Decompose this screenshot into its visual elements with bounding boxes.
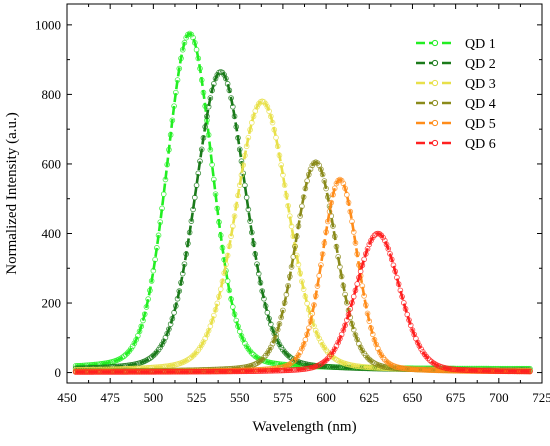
series-2-point (285, 352, 291, 359)
legend-label: QD 5 (465, 117, 496, 132)
series-1-point (250, 351, 257, 358)
x-tick-label: 625 (360, 390, 380, 405)
x-axis-title: Wavelength (nm) (252, 419, 356, 435)
legend-swatch-marker (431, 119, 439, 127)
y-tick-label: 1000 (35, 17, 61, 32)
series-1-point (160, 191, 167, 197)
series-1-point (249, 350, 255, 356)
series-layer (72, 30, 533, 375)
series-6-point (423, 353, 430, 360)
y-tick-label: 0 (55, 365, 62, 380)
legend-entry-1: QD 1 (416, 37, 496, 52)
legend-swatch-marker (431, 99, 439, 107)
y-axis-title: Normalized Intensity (a.u.) (4, 112, 20, 274)
series-4-point (366, 356, 373, 363)
legend: QD 1 QD 2 QD 3 QD 4 QD 5 QD 6 (416, 37, 496, 152)
x-tick-label: 500 (144, 390, 164, 405)
series-5-point (316, 272, 322, 279)
y-tick-label: 800 (42, 87, 62, 102)
x-tick-label: 475 (100, 390, 120, 405)
x-tick-label: 675 (446, 390, 466, 405)
series-6-point (426, 357, 433, 363)
y-tick-label: 200 (42, 296, 62, 311)
series-4-point (257, 358, 264, 364)
legend-entry-4: QD 4 (416, 97, 496, 112)
x-tick-label: 600 (316, 390, 336, 405)
series-5-point (383, 358, 390, 365)
legend-label: QD 4 (465, 97, 496, 112)
series-6 (72, 230, 533, 375)
legend-label: QD 3 (465, 77, 496, 92)
y-tick-label: 600 (42, 156, 62, 171)
x-tick-label: 575 (273, 390, 293, 405)
legend-entry-3: QD 3 (416, 77, 496, 92)
series-6-point (380, 234, 386, 241)
series-6-point (319, 360, 326, 366)
series-1-point (121, 353, 127, 360)
series-3-point (261, 99, 267, 105)
legend-label: QD 6 (465, 137, 496, 152)
series-3-point (190, 352, 196, 359)
x-tick-label: 450 (57, 390, 77, 405)
x-tick-label: 725 (532, 390, 550, 405)
series-2-point (148, 354, 155, 360)
legend-swatch-marker (431, 139, 439, 147)
series-3-point (188, 354, 195, 361)
series-3-line (75, 100, 531, 372)
legend-entry-6: QD 6 (416, 137, 496, 152)
series-5-point (382, 356, 388, 363)
axes-layer: 450 475 500 525 550 575 600 625 650 675 700 725 0 200… (35, 4, 550, 405)
series-4-point (264, 350, 271, 357)
series-6-point (321, 358, 328, 365)
y-tick-label: 400 (42, 226, 62, 241)
series-3-point (186, 355, 193, 362)
series-6-point (323, 357, 329, 363)
series-6-point (425, 355, 431, 362)
series-2-point (283, 351, 290, 357)
series-5-point (288, 360, 295, 366)
legend-label: QD 1 (465, 37, 496, 52)
x-tick-label: 550 (230, 390, 250, 405)
series-1-point (122, 351, 129, 358)
legend-label: QD 2 (465, 57, 496, 72)
series-3-point (192, 351, 198, 357)
legend-entry-5: QD 5 (416, 117, 496, 132)
series-4-point (259, 356, 265, 363)
series-5 (72, 176, 533, 375)
series-4-point (364, 354, 371, 361)
x-tick-label: 650 (403, 390, 423, 405)
series-3-point (197, 344, 203, 351)
x-tick-label: 525 (187, 390, 207, 405)
legend-swatch-marker (431, 59, 439, 67)
series-2-point (243, 194, 250, 201)
series-2-point (152, 351, 158, 357)
x-tick-label: 700 (489, 390, 509, 405)
series-2-point (281, 349, 288, 355)
series-2-point (150, 352, 157, 359)
series-6-line (75, 232, 531, 374)
series-4 (72, 159, 533, 374)
series-1-point (193, 46, 200, 53)
series-6-point (325, 355, 331, 362)
series-5-point (290, 358, 297, 365)
legend-entry-2: QD 2 (416, 57, 496, 72)
legend-swatch-marker (431, 39, 439, 47)
legend-swatch-marker (431, 79, 439, 87)
